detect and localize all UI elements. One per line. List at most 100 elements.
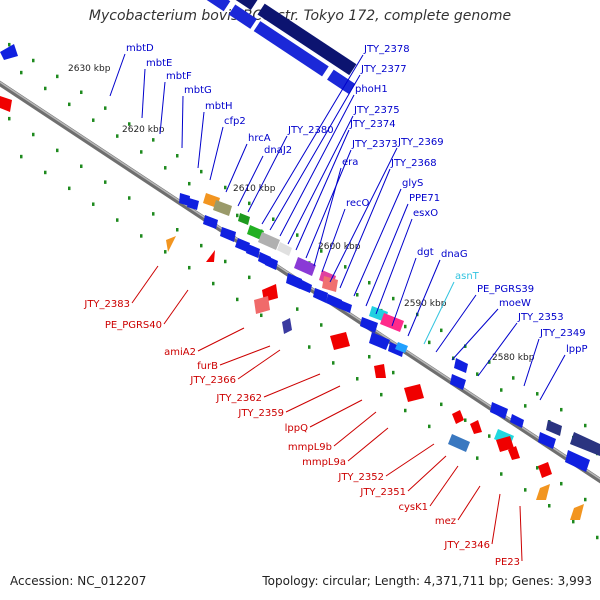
tick-dot [296, 233, 299, 237]
gene-arrow [206, 250, 215, 262]
tick-dot [392, 370, 395, 375]
tick-dot [560, 407, 563, 412]
gene-block [257, 3, 357, 76]
gene-arrow [235, 238, 250, 252]
gene-arrow [388, 342, 404, 357]
forward-gene-label: mbtG [184, 85, 212, 96]
forward-leader-line [237, 155, 264, 207]
gene-block [253, 21, 329, 77]
reverse-gene-label: PE_PGRS40 [105, 320, 162, 331]
forward-leader-line [109, 53, 126, 97]
tick-dot [20, 70, 23, 75]
forward-gene-label: mbtH [205, 101, 233, 112]
reverse-leader-line [491, 493, 501, 545]
tick-dot [476, 456, 479, 460]
forward-gene-label: lppP [566, 344, 588, 355]
forward-leader-line [523, 338, 540, 387]
gene-arrow [369, 332, 390, 350]
forward-leader-line [225, 143, 248, 193]
feature-block [238, 213, 250, 225]
forward-gene-label: dnaJ2 [264, 145, 292, 156]
tick-dot [500, 472, 503, 476]
gene-arrow [404, 384, 424, 402]
tick-dot [368, 280, 371, 285]
gene-arrow [538, 462, 552, 478]
reverse-leader-line [519, 505, 523, 562]
reverse-gene-label: JTY_2346 [443, 540, 490, 551]
tick-dot [80, 90, 83, 95]
tick-dot [356, 377, 359, 381]
forward-gene-label: PPE71 [409, 193, 440, 204]
tick-dot [488, 434, 491, 438]
reverse-leader-line [429, 465, 459, 507]
tick-dot [56, 74, 59, 79]
reverse-leader-line [263, 373, 321, 398]
ruler-label: 2610 kbp [233, 184, 276, 194]
tick-dot [248, 201, 251, 206]
ruler-label: 2580 kbp [492, 353, 535, 363]
tick-dot [464, 418, 467, 422]
forward-leader-line [295, 129, 350, 251]
forward-leader-line [435, 294, 477, 353]
tick-dot [212, 281, 215, 286]
trna-feature [166, 236, 176, 252]
gene-arrow [496, 436, 514, 452]
tick-dot [356, 293, 359, 297]
forward-gene-label: mbtD [126, 43, 154, 54]
tick-dot [176, 154, 179, 158]
tick-dot [92, 202, 95, 206]
gene-arrow [286, 273, 302, 289]
gene-block [0, 44, 18, 60]
forward-leader-line [391, 257, 417, 327]
forward-leader-line [209, 126, 224, 181]
tick-dot [128, 196, 131, 200]
tick-dot [20, 154, 23, 159]
tick-dot [440, 328, 443, 333]
reverse-gene-label: JTY_2359 [237, 408, 284, 419]
reverse-gene-label: mmpL9b [288, 442, 332, 453]
reverse-gene-label: mez [435, 516, 456, 527]
gene-block [282, 318, 292, 334]
forward-leader-line [279, 94, 355, 237]
tick-dot [308, 345, 311, 349]
trna-feature [536, 484, 550, 500]
forward-leader-line [339, 168, 391, 289]
ruler-label: 2620 kbp [122, 125, 165, 135]
tick-dot [164, 166, 167, 170]
tick-dot [68, 186, 71, 191]
reverse-gene-label: amiA2 [164, 347, 196, 358]
tick-dot [428, 424, 431, 429]
reverse-gene-label: furB [197, 361, 218, 372]
reverse-leader-line [197, 327, 245, 352]
forward-gene-label: phoH1 [355, 84, 388, 95]
accession-label: Accession: NC_012207 [10, 574, 147, 588]
tick-dot [236, 297, 239, 302]
tick-dot [8, 42, 11, 47]
reverse-leader-line [163, 289, 189, 325]
gene-arrow [360, 317, 378, 333]
tick-dot [584, 423, 587, 428]
tick-dot [92, 118, 95, 122]
reverse-leader-line [347, 427, 389, 462]
feature-block [213, 200, 232, 216]
tick-dot [524, 404, 527, 408]
ruler-label: 2600 kbp [318, 242, 361, 252]
forward-leader-line [159, 81, 166, 135]
forward-gene-label: JTY_2369 [397, 137, 444, 148]
gene-block [322, 276, 338, 292]
gene-arrow [450, 374, 466, 390]
tick-dot [56, 148, 59, 153]
gene-arrow [0, 96, 12, 112]
forward-leader-line [353, 188, 402, 297]
tick-dot [464, 344, 467, 348]
gene-block [570, 432, 600, 456]
tick-dot [80, 164, 83, 169]
forward-gene-label: PE_PGRS39 [477, 284, 534, 295]
gene-block [546, 420, 562, 436]
trna-feature [570, 504, 584, 520]
gene-block [327, 69, 356, 95]
gene-arrow [338, 300, 352, 313]
tick-dot [68, 102, 71, 107]
feature-block [380, 313, 404, 332]
gene-arrow [220, 227, 236, 242]
